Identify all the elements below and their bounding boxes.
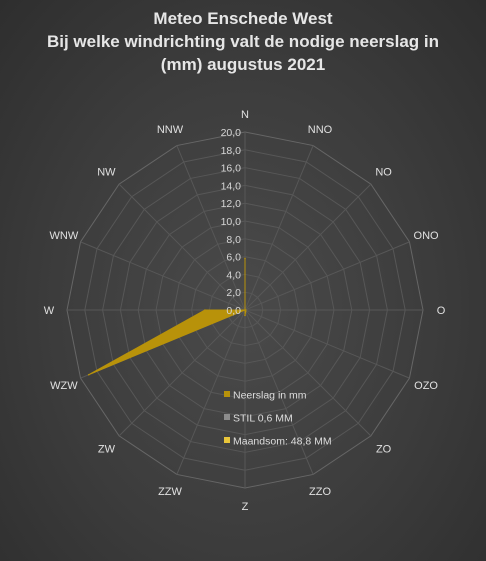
chart-title-line-1: Meteo Enschede West	[153, 9, 333, 28]
tick-label: 20,0	[221, 127, 242, 139]
data-point-wzw	[87, 373, 90, 376]
direction-label-zw: ZW	[98, 444, 116, 456]
grid-spoke	[176, 145, 246, 311]
grid-spoke	[118, 183, 246, 311]
radar-series	[87, 257, 247, 376]
data-point-nnw	[244, 309, 246, 311]
chart-legend: Neerslag in mm STIL 0,6 MM Maandsom: 48,8 …	[224, 390, 332, 448]
direction-label-zzo: ZZO	[309, 486, 331, 498]
legend-label: STIL 0,6 MM	[233, 413, 293, 425]
direction-label-ono: ONO	[414, 230, 440, 242]
tick-label: 8,0	[226, 234, 241, 246]
tick-label: 16,0	[221, 163, 242, 175]
tick-label: 4,0	[226, 269, 241, 281]
grid-spoke	[244, 309, 410, 379]
tick-label: 12,0	[221, 198, 242, 210]
data-point-n	[244, 257, 246, 260]
direction-label-w: W	[44, 305, 55, 317]
direction-label-nno: NNO	[308, 124, 333, 136]
direction-label-ozo: OZO	[414, 380, 438, 392]
legend-marker	[224, 437, 230, 443]
chart-title-line-2: Bij welke windrichting valt de nodige ne…	[47, 32, 439, 51]
tick-label: 10,0	[221, 216, 242, 228]
grid-spoke	[118, 309, 246, 437]
direction-label-no: NO	[375, 166, 392, 178]
legend-label: Maandsom: 48,8 MM	[233, 436, 332, 448]
legend-marker	[224, 391, 230, 397]
tick-label: 18,0	[221, 145, 242, 157]
grid-spoke	[80, 241, 246, 311]
grid-spoke	[244, 241, 410, 311]
direction-label-z: Z	[242, 501, 249, 513]
grid-spoke	[176, 309, 246, 475]
grid-spoke	[244, 309, 314, 475]
direction-label-o: O	[437, 305, 446, 317]
direction-label-zo: ZO	[376, 444, 392, 456]
chart-title-line-3: (mm) augustus 2021	[161, 55, 325, 74]
direction-label-zzw: ZZW	[158, 486, 182, 498]
data-point-z	[244, 314, 246, 317]
direction-labels: N NNO NO ONO O OZO ZO ZZO Z ZZW ZW WZW W WNW NW NNW	[44, 109, 446, 513]
legend-marker	[224, 414, 230, 420]
grid-spoke	[244, 145, 314, 311]
tick-label: 6,0	[226, 252, 241, 264]
direction-label-nnw: NNW	[157, 124, 184, 136]
tick-label: 0,0	[226, 305, 241, 317]
direction-label-wzw: WZW	[50, 380, 78, 392]
tick-label: 2,0	[226, 287, 241, 299]
direction-label-wnw: WNW	[50, 230, 79, 242]
direction-label-nw: NW	[97, 166, 116, 178]
grid-spoke	[244, 309, 372, 437]
data-point-zzo	[244, 310, 247, 313]
radial-tick-labels: 0,0 2,0 4,0 6,0 8,0 10,0 12,0 14,0 16,0 18,0 20,0	[221, 127, 242, 317]
direction-label-n: N	[241, 109, 249, 121]
legend-label: Neerslag in mm	[233, 390, 307, 402]
tick-label: 14,0	[221, 180, 242, 192]
data-point-w	[204, 309, 206, 311]
chart-title: Meteo Enschede West Bij welke windrichti…	[47, 9, 439, 74]
grid-spoke	[244, 183, 372, 311]
